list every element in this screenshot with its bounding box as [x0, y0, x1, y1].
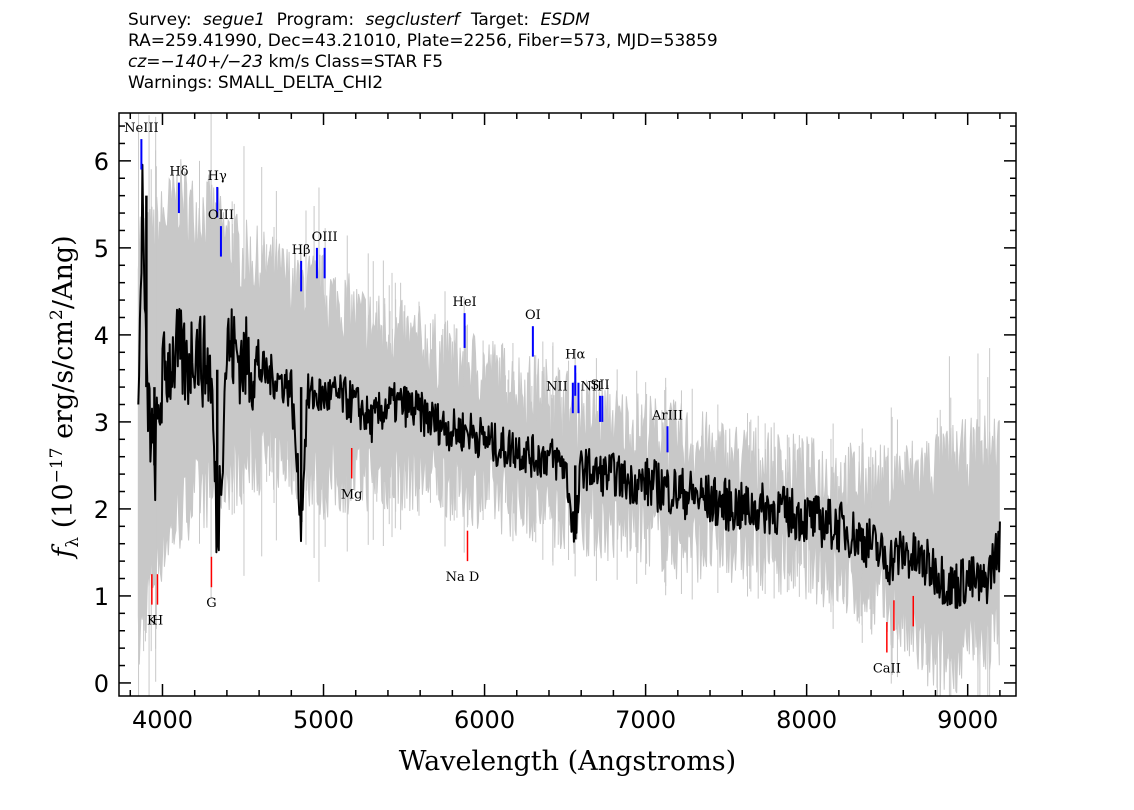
emission-line-label: OI: [525, 308, 541, 323]
target-label: Target:: [470, 10, 530, 30]
y-axis-title-f: f: [48, 544, 79, 560]
x-tick-label: 9000: [937, 706, 998, 734]
emission-line-label: ArIII: [651, 408, 683, 423]
emission-line-label: NeIII: [124, 121, 158, 136]
emission-line-label: OIII: [312, 230, 338, 245]
y-tick-label: 3: [94, 409, 109, 437]
x-tick-label: 6000: [454, 706, 515, 734]
header-line-survey: Survey: segue1 Program: segclusterf Targ…: [128, 10, 718, 31]
emission-line-label: Hδ: [169, 165, 188, 180]
survey-label: Survey:: [128, 10, 192, 30]
absorption-line-label: H: [152, 614, 163, 629]
y-axis-title-sq: 2: [47, 309, 67, 320]
absorption-line-label: K: [147, 614, 157, 629]
header-line-warnings: Warnings: SMALL_DELTA_CHI2: [128, 73, 384, 93]
survey-value: segue1: [203, 10, 266, 30]
flux-layer: [137, 163, 1001, 609]
error-envelope-layer: [137, 113, 1000, 696]
emission-line-label: Hα: [565, 347, 585, 362]
y-tick-label: 5: [94, 235, 109, 263]
y-tick-label: 6: [94, 148, 109, 176]
emission-line-label: NII: [546, 380, 568, 395]
target-value: ESDM: [540, 10, 590, 30]
x-tick-label: 4000: [132, 706, 193, 734]
cz-label: cz=: [128, 52, 161, 72]
y-axis-title-sub: λ: [63, 537, 83, 548]
x-tick-label: 7000: [615, 706, 676, 734]
x-tick-label: 5000: [293, 706, 354, 734]
y-axis-title-open: (10: [48, 483, 79, 536]
emission-line-label: SII: [590, 378, 609, 393]
flux-line: [137, 163, 1001, 609]
spectrum-header: Survey: segue1 Program: segclusterf Targ…: [128, 10, 718, 94]
y-tick-label: 2: [94, 496, 109, 524]
x-axis: 4000 5000 6000 7000 8000 9000: [129, 113, 1001, 734]
cz-class: km/s Class=STAR F5: [263, 52, 444, 72]
y-tick-label: 4: [94, 322, 109, 350]
y-axis-title: fλ (10−17 erg/s/cm2/Ang): [47, 235, 83, 559]
program-value: segclusterf: [365, 10, 460, 30]
y-axis-title-mid: erg/s/cm: [48, 320, 79, 448]
y-axis: 0 1 2 3 4 5 6: [94, 125, 1016, 698]
y-axis-title-exp: −17: [47, 448, 67, 484]
emission-line-label: NII: [580, 380, 602, 395]
absorption-line-label: CaII: [873, 661, 901, 676]
emission-line-label: Hβ: [292, 243, 311, 258]
x-axis-title: Wavelength (Angstroms): [399, 746, 736, 777]
x-tick-label: 8000: [776, 706, 837, 734]
header-line-coordinates: RA=259.41990, Dec=43.21010, Plate=2256, …: [128, 31, 718, 51]
emission-line-label: Hγ: [208, 169, 227, 184]
emission-line-label: OIII: [208, 208, 234, 223]
emission-line-label: HeI: [453, 295, 477, 310]
y-tick-label: 1: [94, 583, 109, 611]
program-label: Program:: [276, 10, 355, 30]
header-line-redshift: cz=−140+/−23 km/s Class=STAR F5: [128, 52, 718, 73]
absorption-line-label: Mg: [341, 487, 363, 502]
absorption-line-label: G: [206, 596, 216, 611]
y-axis-title-close: /Ang): [48, 235, 79, 309]
y-tick-label: 0: [94, 670, 109, 698]
absorption-line-label: Na D: [446, 570, 480, 585]
cz-value: −140+/−23: [160, 52, 264, 72]
